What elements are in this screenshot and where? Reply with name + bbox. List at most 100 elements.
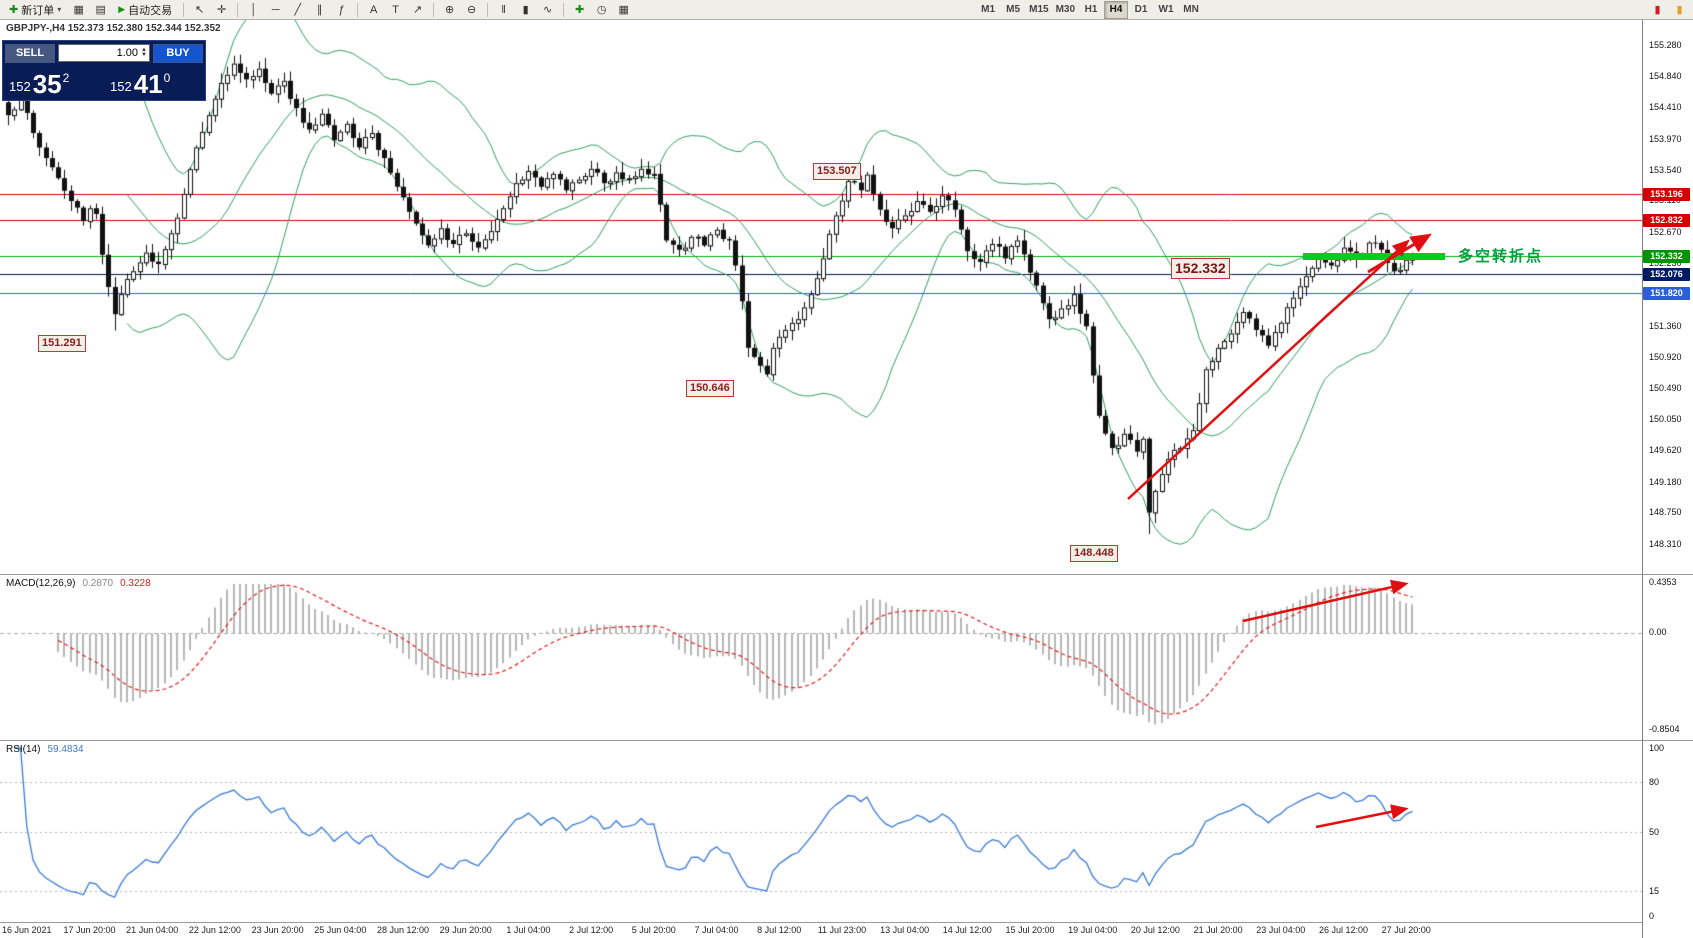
vertical-line-icon[interactable]: │ bbox=[243, 1, 264, 19]
time-label: 1 Jul 04:00 bbox=[506, 925, 551, 935]
text-tool-icon[interactable]: A bbox=[363, 1, 384, 19]
price-annotation-label[interactable]: 150.646 bbox=[686, 380, 734, 397]
zoom-in-icon[interactable]: ⊕ bbox=[439, 1, 460, 19]
price-line-badge: 152.832 bbox=[1643, 214, 1690, 228]
timeframe-w1-button[interactable]: W1 bbox=[1154, 1, 1178, 19]
charts-cascade-icon[interactable]: ▦ bbox=[68, 1, 89, 19]
timeframe-h4-button[interactable]: H4 bbox=[1104, 0, 1129, 19]
sell-price-pips: 35 bbox=[32, 69, 62, 99]
spinner-up-icon[interactable]: ▲ bbox=[141, 47, 147, 53]
time-axis[interactable]: 16 Jun 2021 17 Jun 20:00 21 Jun 04:00 22 Ju… bbox=[0, 922, 1693, 938]
toolbar-separator bbox=[563, 2, 565, 17]
indicators-icon[interactable]: ✚ bbox=[569, 1, 590, 19]
time-label: 17 Jun 20:00 bbox=[63, 925, 116, 935]
sell-price-figure: 152 bbox=[9, 79, 31, 94]
timeframe-mn-button[interactable]: MN bbox=[1179, 1, 1203, 19]
timeframe-m15-button[interactable]: M15 bbox=[1026, 1, 1051, 19]
price-tick: 155.280 bbox=[1649, 40, 1682, 50]
arrows-tool-icon[interactable]: ↗ bbox=[407, 1, 428, 19]
price-tick: 153.970 bbox=[1649, 133, 1682, 144]
price-annotation-label[interactable]: 153.507 bbox=[813, 163, 861, 180]
crosshair-icon[interactable]: ✛ bbox=[211, 1, 232, 19]
templates-icon[interactable]: ▦ bbox=[613, 1, 634, 19]
rsi-panel-canvas[interactable] bbox=[0, 740, 1642, 922]
main-toolbar: ✚ 新订单 ▾ ▦ ▤ ▶ 自动交易 ↖ ✛ │ ─ ╱ ∥ ƒ A T ↗ ⊕ ⊖ ‖ ▮ ∿ ✚ ◷ ▦ M1 M… bbox=[0, 0, 1693, 20]
toolbar-group-tools: ↖ ✛ │ ─ ╱ ∥ ƒ A T ↗ ⊕ ⊖ ‖ ▮ ∿ ✚ ◷ ▦ bbox=[179, 1, 634, 19]
price-tick: 149.620 bbox=[1649, 445, 1682, 456]
timeframe-m5-button[interactable]: M5 bbox=[1001, 1, 1025, 19]
macd-label: MACD(12,26,9) bbox=[6, 578, 76, 589]
main-chart-canvas[interactable] bbox=[0, 20, 1642, 574]
support-zone-highlight[interactable] bbox=[1303, 253, 1445, 261]
time-label: 2 Jul 12:00 bbox=[569, 925, 614, 935]
time-label: 15 Jul 20:00 bbox=[1005, 925, 1055, 935]
price-axis-separator bbox=[1642, 20, 1643, 938]
panel-separator[interactable] bbox=[0, 574, 1693, 575]
time-label: 20 Jul 12:00 bbox=[1130, 925, 1180, 935]
time-label: 23 Jun 20:00 bbox=[251, 925, 304, 935]
price-tick: 148.750 bbox=[1649, 507, 1682, 518]
price-line-badge: 153.196 bbox=[1643, 188, 1690, 202]
price-annotation-label[interactable]: 152.332 bbox=[1171, 258, 1230, 279]
rsi-axis-level: 80 bbox=[1649, 776, 1660, 787]
price-line-badge: 151.820 bbox=[1643, 286, 1690, 300]
volume-field[interactable]: 1.00 ▲ ▼ bbox=[58, 44, 150, 62]
bar-chart-icon[interactable]: ‖ bbox=[493, 1, 514, 19]
new-order-button[interactable]: ✚ 新订单 ▾ bbox=[3, 1, 67, 19]
time-label: 23 Jul 04:00 bbox=[1256, 925, 1306, 935]
buy-price-pips: 41 bbox=[133, 69, 163, 99]
timeframe-h1-button[interactable]: H1 bbox=[1079, 1, 1103, 19]
price-tick: 153.540 bbox=[1649, 164, 1682, 175]
sell-price-point: 2 bbox=[62, 71, 70, 85]
timeframe-m30-button[interactable]: M30 bbox=[1053, 1, 1078, 19]
price-tick: 150.920 bbox=[1649, 352, 1682, 363]
macd-axis-max: 0.4353 bbox=[1649, 577, 1677, 587]
macd-signal-value: 0.3228 bbox=[120, 578, 151, 589]
volume-value: 1.00 bbox=[116, 47, 139, 59]
macd-panel-canvas[interactable] bbox=[0, 574, 1642, 740]
price-line-badge: 152.076 bbox=[1643, 268, 1690, 282]
label-tool-icon[interactable]: T bbox=[385, 1, 406, 19]
price-axis[interactable]: 155.280 154.840 154.410 153.970 153.540 153.1… bbox=[1643, 0, 1693, 938]
play-icon: ▶ bbox=[118, 4, 126, 14]
line-chart-icon[interactable]: ∿ bbox=[537, 1, 558, 19]
trendline-icon[interactable]: ╱ bbox=[287, 1, 308, 19]
macd-main-value: 0.2870 bbox=[82, 578, 114, 589]
rsi-axis-level: 50 bbox=[1649, 827, 1660, 837]
horizontal-line-icon[interactable]: ─ bbox=[265, 1, 286, 19]
new-order-icon: ✚ bbox=[9, 4, 19, 16]
price-annotation-label[interactable]: 148.448 bbox=[1070, 545, 1118, 562]
time-label: 29 Jun 20:00 bbox=[439, 925, 492, 935]
equidistant-channel-icon[interactable]: ∥ bbox=[309, 1, 330, 19]
zoom-out-icon[interactable]: ⊖ bbox=[461, 1, 482, 19]
profiles-icon[interactable]: ▤ bbox=[90, 1, 111, 19]
periods-icon[interactable]: ◷ bbox=[591, 1, 612, 19]
alert-icon[interactable]: ▮ bbox=[1647, 1, 1668, 19]
panel-separator[interactable] bbox=[0, 740, 1693, 741]
price-tick: 152.670 bbox=[1649, 226, 1682, 237]
fibonacci-icon[interactable]: ƒ bbox=[331, 1, 352, 19]
time-label: 13 Jul 04:00 bbox=[880, 925, 930, 935]
candlestick-chart-icon[interactable]: ▮ bbox=[515, 1, 536, 19]
sell-price[interactable]: 152 35 2 bbox=[3, 64, 104, 100]
timeframe-d1-button[interactable]: D1 bbox=[1129, 1, 1153, 19]
price-tick: 148.310 bbox=[1649, 538, 1682, 549]
time-label: 25 Jun 04:00 bbox=[314, 925, 367, 935]
rsi-axis-level: 100 bbox=[1649, 743, 1665, 753]
toolbar-group-windows: ▦ ▤ bbox=[68, 1, 111, 19]
buy-button[interactable]: BUY bbox=[153, 43, 203, 63]
cursor-icon[interactable]: ↖ bbox=[189, 1, 210, 19]
price-tick: 149.180 bbox=[1649, 476, 1682, 487]
time-label: 19 Jul 04:00 bbox=[1068, 925, 1118, 935]
timeframe-m1-button[interactable]: M1 bbox=[976, 1, 1000, 19]
price-tick: 152.230 bbox=[1649, 258, 1682, 269]
auto-trading-button[interactable]: ▶ 自动交易 bbox=[112, 1, 178, 19]
price-annotation-label[interactable]: 151.291 bbox=[38, 335, 86, 352]
buy-price[interactable]: 152 41 0 bbox=[104, 64, 205, 100]
timeframe-toolbar: M1 M5 M15 M30 H1 H4 D1 W1 MN bbox=[976, 0, 1203, 19]
auto-trading-label: 自动交易 bbox=[128, 4, 173, 17]
sell-button[interactable]: SELL bbox=[5, 43, 55, 63]
spinner-down-icon[interactable]: ▼ bbox=[141, 52, 147, 58]
news-icon[interactable]: ▮ bbox=[1669, 1, 1690, 19]
rsi-value: 59.4834 bbox=[47, 744, 84, 755]
